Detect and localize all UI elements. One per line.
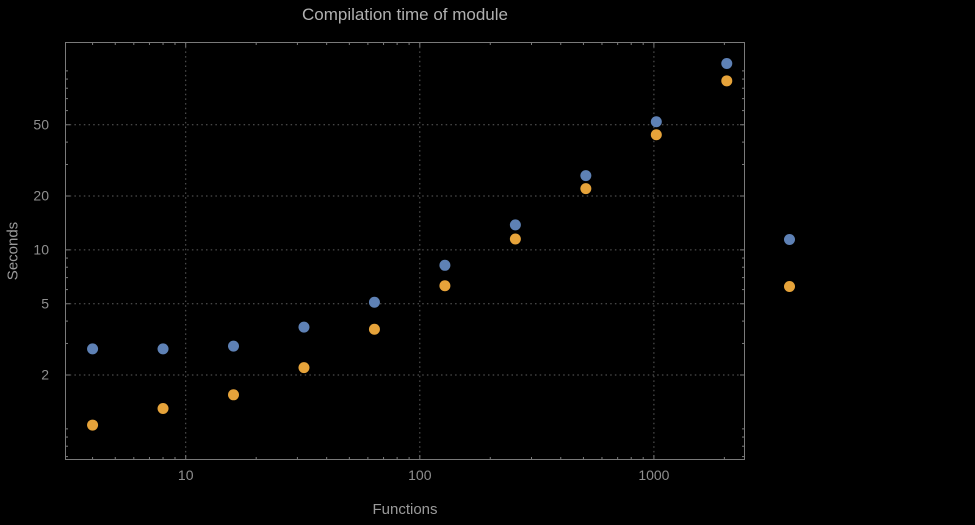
data-point-blue [439,259,451,271]
data-point-blue [298,321,310,333]
data-point-blue [580,170,592,182]
data-point-orange [721,75,733,87]
y-tick-label: 5 [41,295,49,312]
plot-area [65,42,745,460]
data-point-blue [721,57,733,69]
data-point-blue [87,343,99,355]
plot-canvas [65,42,745,460]
y-tick-label: 10 [33,241,49,258]
data-point-orange [439,280,451,292]
y-axis-label: Seconds [4,221,22,281]
data-point-orange [228,389,240,401]
data-point-blue [368,296,380,308]
data-point-orange [298,362,310,374]
x-tick-label: 1000 [638,467,670,483]
y-tick-label: 50 [33,116,49,133]
x-axis-tick-labels: 10 100 1000 [65,467,745,487]
y-axis-tick-labels: 2 5 10 20 50 [0,42,58,460]
plot-frame [65,42,745,460]
chart-title: Compilation time of module [302,5,508,24]
data-point-orange [509,233,521,245]
data-point-blue [650,116,662,128]
data-point-orange [580,183,592,195]
y-tick-label: 20 [33,187,49,204]
data-point-orange [87,419,99,431]
data-point-blue [509,219,521,231]
data-point-orange [157,402,169,414]
data-point-orange [650,129,662,141]
data-point-blue [228,340,240,352]
x-tick-label: 100 [408,467,432,483]
y-tick-label: 2 [41,366,49,383]
x-axis-label: Functions [372,501,438,518]
legend-marker-series-orange [784,281,795,292]
data-point-blue [157,343,169,355]
data-point-orange [368,323,380,335]
legend-marker-series-blue [784,234,795,245]
x-tick-label: 10 [177,467,194,483]
